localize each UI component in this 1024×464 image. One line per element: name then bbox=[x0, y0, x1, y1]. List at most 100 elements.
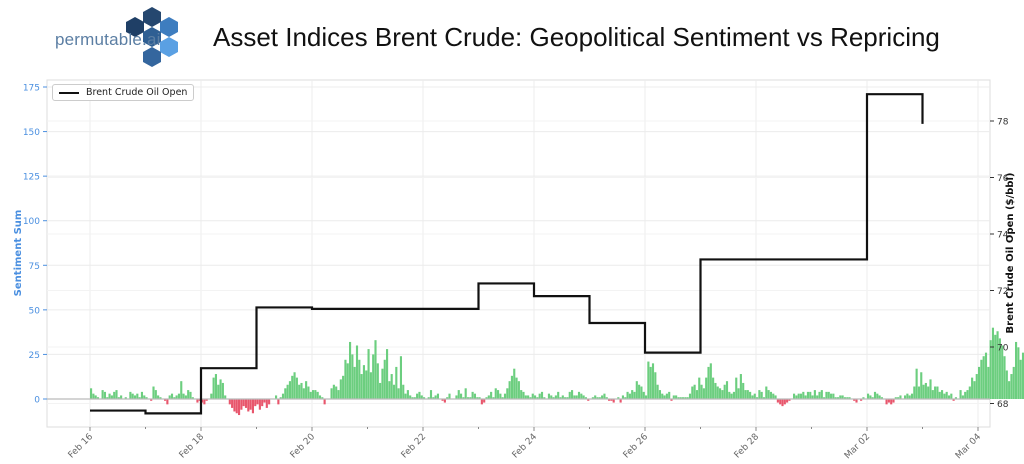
sentiment-bar bbox=[339, 379, 342, 399]
sentiment-bar bbox=[862, 397, 865, 399]
sentiment-bar bbox=[788, 399, 791, 401]
x-axis-tick-label: Feb 22 bbox=[400, 432, 428, 460]
sentiment-bar bbox=[998, 338, 1001, 399]
sentiment-bar bbox=[497, 390, 500, 399]
sentiment-bar bbox=[880, 397, 884, 399]
sentiment-bar bbox=[131, 393, 134, 399]
sentiment-bar bbox=[737, 388, 740, 399]
sentiment-bar bbox=[1010, 374, 1013, 399]
sentiment-bar bbox=[691, 386, 694, 399]
sentiment-bar bbox=[746, 390, 749, 399]
sentiment-bar bbox=[878, 395, 881, 399]
right-axis-tick-label: 76 bbox=[997, 174, 1009, 184]
sentiment-bar bbox=[712, 377, 715, 399]
sentiment-bar bbox=[173, 397, 176, 399]
sentiment-bar bbox=[601, 395, 604, 399]
sentiment-bar bbox=[302, 388, 305, 399]
right-axis-label: Brent Crude Oil Open ($/bbl) bbox=[1005, 173, 1016, 334]
sentiment-bar bbox=[661, 393, 664, 399]
sentiment-bar bbox=[931, 390, 934, 399]
sentiment-bar bbox=[959, 390, 962, 399]
sentiment-bar bbox=[90, 388, 93, 399]
sentiment-bar bbox=[665, 393, 668, 399]
sentiment-bar bbox=[922, 384, 925, 399]
sentiment-bar bbox=[515, 377, 518, 399]
sentiment-bar bbox=[633, 391, 636, 399]
x-axis-tick-label: Mar 02 bbox=[843, 432, 872, 461]
sentiment-bar bbox=[950, 393, 953, 399]
sentiment-bar bbox=[547, 393, 551, 399]
sentiment-bar bbox=[242, 399, 245, 407]
sentiment-bar bbox=[642, 391, 645, 399]
sentiment-bar bbox=[1015, 341, 1018, 399]
sentiment-bar bbox=[309, 391, 312, 399]
sentiment-bar bbox=[728, 391, 731, 399]
sentiment-bar bbox=[101, 390, 104, 399]
sentiment-bar bbox=[776, 399, 779, 403]
sentiment-bar bbox=[806, 391, 810, 399]
sentiment-bar bbox=[584, 397, 588, 399]
sentiment-bar bbox=[487, 395, 490, 399]
logo-text: permutable.ai bbox=[55, 30, 161, 49]
sentiment-bar bbox=[594, 395, 597, 399]
sentiment-bar bbox=[96, 397, 100, 399]
sentiment-bar bbox=[793, 393, 796, 399]
sentiment-bar bbox=[406, 390, 409, 399]
sentiment-bar bbox=[351, 354, 354, 399]
right-axis-tick-label: 78 bbox=[997, 118, 1009, 128]
sentiment-bar bbox=[605, 397, 608, 399]
sentiment-bar bbox=[92, 393, 95, 399]
sentiment-bar bbox=[654, 372, 657, 399]
sentiment-bar bbox=[386, 349, 389, 399]
sentiment-bar bbox=[499, 393, 502, 399]
sentiment-bar bbox=[251, 399, 255, 414]
sentiment-bar bbox=[769, 391, 773, 399]
sentiment-bar bbox=[795, 395, 798, 399]
left-axis-tick-label: 150 bbox=[23, 128, 40, 138]
sentiment-bar bbox=[159, 397, 162, 399]
sentiment-bar bbox=[952, 399, 955, 401]
sentiment-bar bbox=[448, 393, 451, 399]
sentiment-bar bbox=[210, 393, 213, 399]
sentiment-bar bbox=[1019, 359, 1022, 399]
sentiment-bar bbox=[367, 349, 370, 399]
x-axis-tick-label: Feb 26 bbox=[622, 432, 651, 461]
right-axis-tick-label: 74 bbox=[997, 231, 1009, 241]
sentiment-bar bbox=[839, 395, 842, 399]
sentiment-bar bbox=[413, 397, 416, 399]
x-axis-tick-label: Feb 16 bbox=[67, 432, 96, 461]
sentiment-bar bbox=[277, 399, 280, 405]
sentiment-bar bbox=[756, 397, 759, 399]
sentiment-bar bbox=[774, 395, 777, 399]
sentiment-bar bbox=[823, 397, 826, 399]
sentiment-bar bbox=[899, 395, 902, 399]
sentiment-bar bbox=[150, 399, 153, 401]
price-step-line bbox=[90, 93, 924, 415]
sentiment-bar bbox=[164, 399, 167, 401]
sentiment-bar bbox=[656, 384, 659, 399]
sentiment-bar bbox=[115, 390, 118, 399]
sentiment-bar bbox=[610, 399, 613, 401]
sentiment-bar bbox=[915, 368, 918, 399]
sentiment-bar bbox=[700, 384, 703, 399]
sentiment-bar bbox=[427, 397, 430, 399]
sentiment-bar bbox=[892, 399, 895, 403]
sentiment-bar bbox=[626, 391, 629, 399]
sentiment-bar bbox=[638, 384, 641, 399]
sentiment-bar bbox=[885, 399, 888, 405]
sentiment-bar bbox=[938, 391, 941, 399]
sentiment-bar bbox=[418, 391, 421, 399]
sentiment-bar bbox=[550, 395, 553, 399]
sentiment-bar bbox=[392, 384, 396, 399]
x-axis-tick-label: Feb 24 bbox=[511, 432, 540, 461]
sentiment-bar bbox=[443, 399, 446, 403]
sentiment-bar bbox=[964, 391, 967, 399]
sentiment-bar bbox=[307, 386, 310, 399]
sentiment-bar bbox=[353, 366, 356, 399]
sentiment-bar bbox=[224, 395, 227, 399]
sentiment-bar bbox=[321, 397, 324, 399]
sentiment-bar bbox=[906, 393, 909, 399]
sentiment-bar bbox=[647, 361, 650, 399]
sentiment-bar bbox=[702, 388, 705, 399]
sentiment-bar bbox=[191, 397, 194, 399]
